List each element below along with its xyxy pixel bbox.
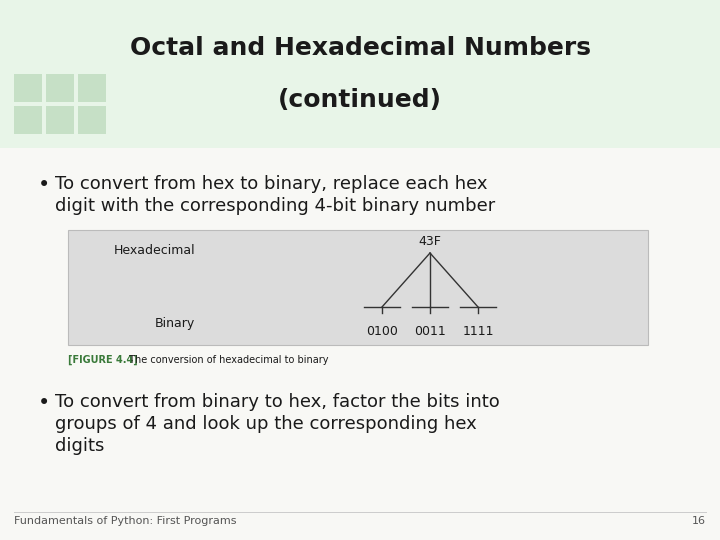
- Bar: [46, 74, 74, 102]
- Text: To convert from binary to hex, factor the bits into: To convert from binary to hex, factor th…: [55, 393, 500, 411]
- Text: 0011: 0011: [414, 325, 446, 338]
- Bar: [14, 74, 42, 102]
- Text: •: •: [38, 175, 50, 195]
- Text: 43F: 43F: [418, 235, 441, 248]
- Text: 1111: 1111: [462, 325, 494, 338]
- Text: [FIGURE 4.4]: [FIGURE 4.4]: [68, 355, 138, 365]
- Text: Octal and Hexadecimal Numbers: Octal and Hexadecimal Numbers: [130, 36, 590, 60]
- Text: digits: digits: [55, 437, 104, 455]
- Text: groups of 4 and look up the corresponding hex: groups of 4 and look up the correspondin…: [55, 415, 477, 433]
- Text: digit with the corresponding 4-bit binary number: digit with the corresponding 4-bit binar…: [55, 197, 495, 215]
- Bar: [68, 230, 648, 345]
- Text: •: •: [38, 393, 50, 413]
- Text: (continued): (continued): [278, 88, 442, 112]
- Text: The conversion of hexadecimal to binary: The conversion of hexadecimal to binary: [126, 355, 328, 365]
- Text: Fundamentals of Python: First Programs: Fundamentals of Python: First Programs: [14, 516, 236, 526]
- Text: 16: 16: [692, 516, 706, 526]
- Bar: [78, 74, 106, 102]
- Bar: [14, 106, 42, 134]
- Text: Binary: Binary: [155, 316, 195, 329]
- Bar: [78, 106, 106, 134]
- Bar: [46, 106, 74, 134]
- Text: 0100: 0100: [366, 325, 398, 338]
- Text: To convert from hex to binary, replace each hex: To convert from hex to binary, replace e…: [55, 175, 487, 193]
- Text: Hexadecimal: Hexadecimal: [113, 244, 195, 256]
- Bar: [0, 0, 720, 148]
